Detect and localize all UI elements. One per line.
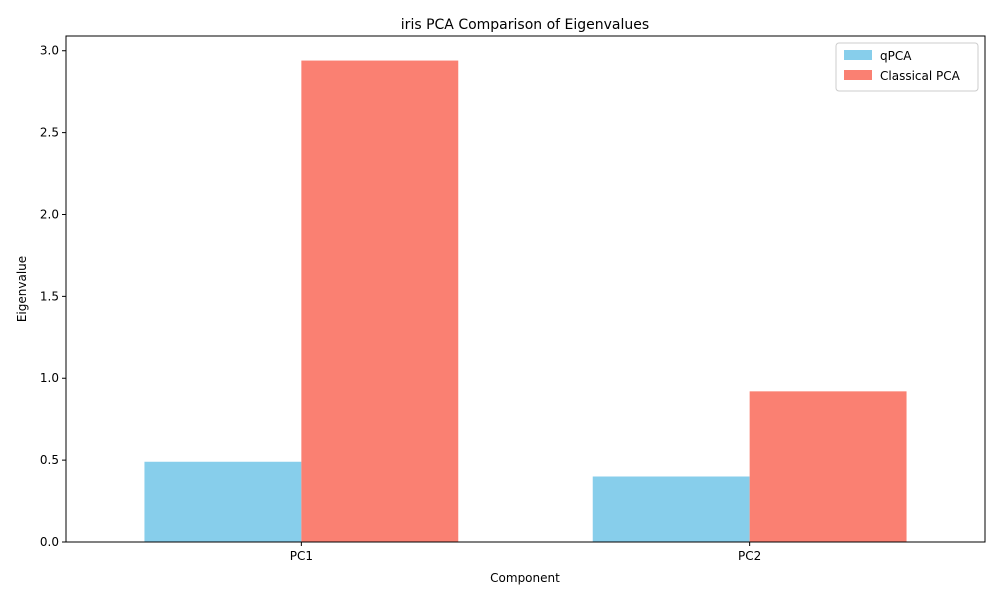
y-tick-label: 0.0 <box>40 535 59 549</box>
y-tick-label: 1.5 <box>40 289 59 303</box>
legend-swatch <box>844 50 872 60</box>
plot-frame <box>65 35 986 543</box>
y-tick-label: 0.5 <box>40 453 59 467</box>
bar-classical-pca-pc2 <box>749 391 907 542</box>
y-axis-label: Eigenvalue <box>15 256 29 322</box>
y-tick-label: 3.0 <box>40 44 59 58</box>
y-tick-label: 1.0 <box>40 371 59 385</box>
y-tick-label: 2.5 <box>40 126 59 140</box>
x-axis-label: Component <box>490 571 560 585</box>
bar-qpca-pc1 <box>144 461 302 542</box>
legend-label: Classical PCA <box>880 69 961 83</box>
y-tick-label: 2.0 <box>40 207 59 221</box>
x-tick-label: PC1 <box>290 549 313 563</box>
y-axis: 0.0 0.5 1.0 1.5 2.0 2.5 3.0 <box>40 44 66 549</box>
legend: qPCA Classical PCA <box>835 42 979 92</box>
bar-classical-pca-pc1 <box>301 60 459 542</box>
legend-label: qPCA <box>880 49 912 63</box>
bar-qpca-pc2 <box>592 476 750 542</box>
x-axis: PC1 PC2 <box>290 542 761 563</box>
x-tick-label: PC2 <box>738 549 761 563</box>
legend-swatch <box>844 70 872 80</box>
bars-group <box>144 60 907 542</box>
chart-title: iris PCA Comparison of Eigenvalues <box>401 17 649 33</box>
